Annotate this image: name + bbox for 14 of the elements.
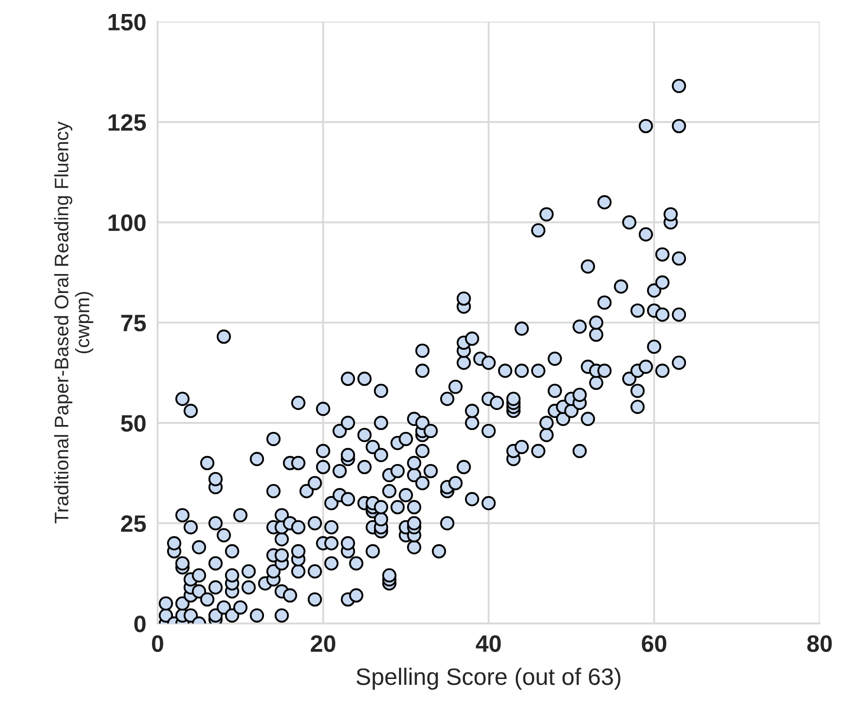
x-tick-label: 20 (310, 635, 336, 652)
y-tick-label: 0 (134, 616, 146, 632)
y-tick-label: 125 (108, 114, 146, 131)
y-tick-label: 25 (121, 515, 146, 532)
x-tick-label: 40 (476, 635, 501, 652)
y-tick-label: 150 (108, 14, 146, 31)
y-tick-label: 100 (108, 214, 146, 232)
y-tick-label: 50 (120, 414, 146, 432)
x-tick-label: 80 (807, 635, 832, 652)
y-tick-label: 75 (121, 314, 146, 332)
y-axis-title: Traditional Paper-Based Oral Reading Fluency (cwpm) (54, 121, 94, 524)
x-tick-label: 60 (642, 635, 666, 652)
x-tick-label: 0 (152, 635, 164, 652)
x-axis-title: Spelling Score (out of 63) (356, 668, 620, 690)
